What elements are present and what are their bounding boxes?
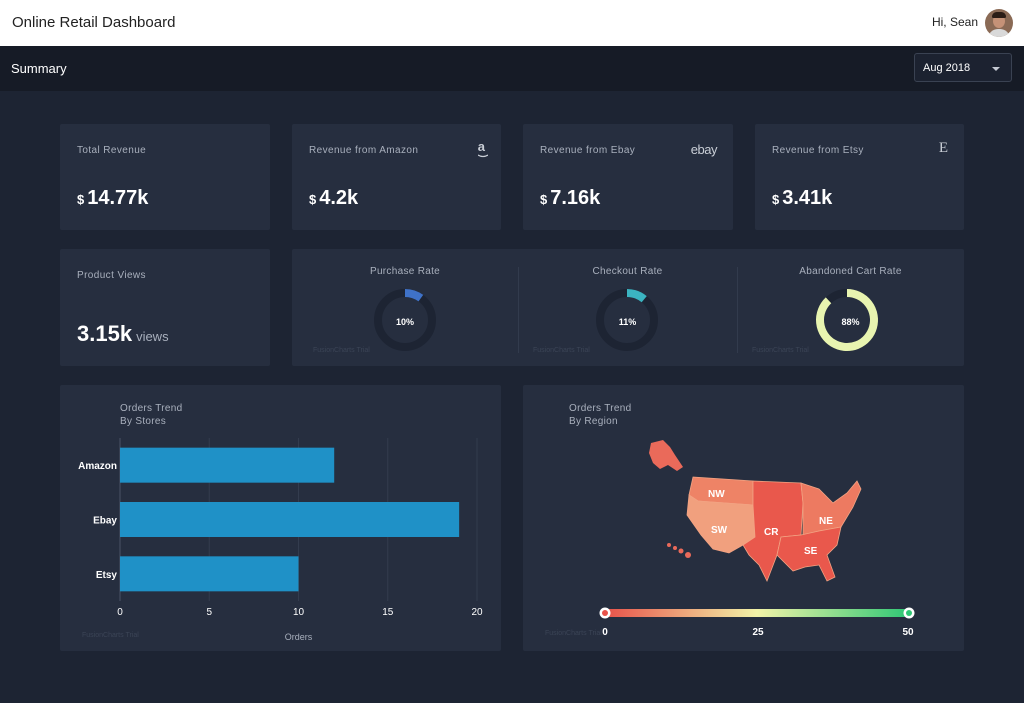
hawaii-shape [667, 543, 691, 558]
y-tick-label: Etsy [96, 570, 118, 581]
chevron-down-icon [992, 67, 1000, 71]
app-title: Online Retail Dashboard [12, 14, 176, 31]
legend-max-label: 50 [902, 627, 914, 638]
month-select-value: Aug 2018 [923, 62, 971, 74]
user-greeting: Hi, Sean [931, 15, 978, 29]
region-se[interactable] [776, 526, 842, 582]
kpi-label: Revenue from Amazon [309, 145, 419, 156]
gauge-arc [626, 289, 647, 303]
ebay-icon: ebay [690, 142, 718, 157]
kpi-label: Revenue from Ebay [540, 145, 636, 156]
kpi-card-total-revenue: Total Revenue $14.77k [60, 124, 270, 230]
kpi-card-amazon: Revenue from Amazon a $4.2k [292, 124, 501, 230]
purchase-rate-gauge: Purchase Rate 10% FusionCharts Trial [292, 249, 518, 367]
product-views-card: Product Views 3.15k views [60, 249, 270, 366]
watermark: FusionCharts Trial [545, 630, 602, 637]
gauge-ring [374, 289, 436, 351]
chart-title: Orders Trend By Region [569, 403, 632, 427]
y-tick-label: Amazon [78, 461, 117, 472]
summary-bar: Summary [0, 46, 1024, 91]
chart-title: Orders Trend By Stores [120, 403, 183, 427]
gauge-title: Abandoned Cart Rate [799, 266, 902, 277]
etsy-icon: E [938, 140, 948, 156]
rates-card: Purchase Rate 10% FusionCharts Trial Che… [292, 249, 964, 366]
legend-gradient-bar [605, 609, 909, 617]
x-tick-label: 0 [117, 607, 123, 618]
orders-by-region-card: Orders Trend By Region NW SW CR NE SE [523, 385, 964, 651]
region-sw[interactable] [686, 494, 756, 554]
x-tick-label: 10 [293, 607, 305, 618]
divider [737, 267, 738, 353]
bar [120, 556, 299, 592]
y-tick-label: Ebay [93, 516, 117, 527]
x-tick-label: 15 [382, 607, 394, 618]
watermark: FusionCharts Trial [313, 347, 370, 354]
gauge-title: Checkout Rate [592, 266, 663, 277]
gauge-ring [596, 289, 658, 351]
kpi-card-etsy: Revenue from Etsy E $3.41k [755, 124, 964, 230]
amazon-icon: a [477, 139, 488, 158]
views-label: Product Views [77, 270, 146, 281]
legend-min-label: 0 [602, 627, 608, 638]
x-tick-label: 20 [471, 607, 483, 618]
month-select[interactable]: Aug 2018 [914, 53, 1012, 82]
kpi-value: $3.41k [772, 187, 833, 209]
gauge-value: 11% [618, 317, 637, 327]
legend-mid-label: 25 [752, 627, 764, 638]
us-region-map: NW SW CR NE SE 0 25 50 [599, 440, 915, 638]
gauge-arc [816, 289, 878, 351]
orders-by-store-card: Orders Trend By Stores 0 5 10 15 20 Amazon Ebay… [60, 385, 501, 651]
region-label-se: SE [804, 546, 818, 557]
divider [518, 267, 519, 353]
region-label-cr: CR [764, 527, 779, 538]
alaska-shape [649, 440, 683, 471]
avatar[interactable] [985, 9, 1013, 37]
watermark: FusionCharts Trial [533, 347, 590, 354]
gauge-ring [816, 289, 878, 351]
bar [120, 447, 335, 483]
region-ne[interactable] [800, 480, 862, 536]
kpi-label: Revenue from Etsy [772, 145, 864, 156]
kpi-card-ebay: Revenue from Ebay ebay $7.16k [523, 124, 733, 230]
kpi-label: Total Revenue [77, 145, 147, 156]
region-label-ne: NE [819, 516, 833, 527]
watermark: FusionCharts Trial [82, 632, 139, 639]
views-value: 3.15k views [77, 321, 169, 346]
abandoned-cart-gauge: Abandoned Cart Rate 88% FusionCharts Tri… [737, 249, 964, 367]
gauge-value: 88% [841, 317, 860, 327]
region-label-nw: NW [708, 489, 725, 500]
kpi-value: $4.2k [309, 187, 359, 209]
x-tick-label: 5 [206, 607, 212, 618]
bar-chart: 0 5 10 15 20 Amazon Ebay Etsy Orders FusionCharts… [78, 438, 483, 642]
gauge-title: Purchase Rate [369, 266, 441, 277]
kpi-value: $14.77k [77, 187, 149, 209]
top-bar: Online Retail Dashboard Hi, Sean [0, 0, 1024, 46]
x-axis-label: Orders [285, 632, 313, 642]
watermark: FusionCharts Trial [752, 347, 809, 354]
bar [120, 502, 460, 537]
gauge-arc [404, 289, 424, 302]
gauge-value: 10% [395, 317, 414, 327]
page-title: Summary [11, 61, 67, 76]
kpi-value: $7.16k [540, 187, 601, 209]
region-label-sw: SW [711, 525, 728, 536]
checkout-rate-gauge: Checkout Rate 11% FusionCharts Trial [518, 249, 737, 367]
